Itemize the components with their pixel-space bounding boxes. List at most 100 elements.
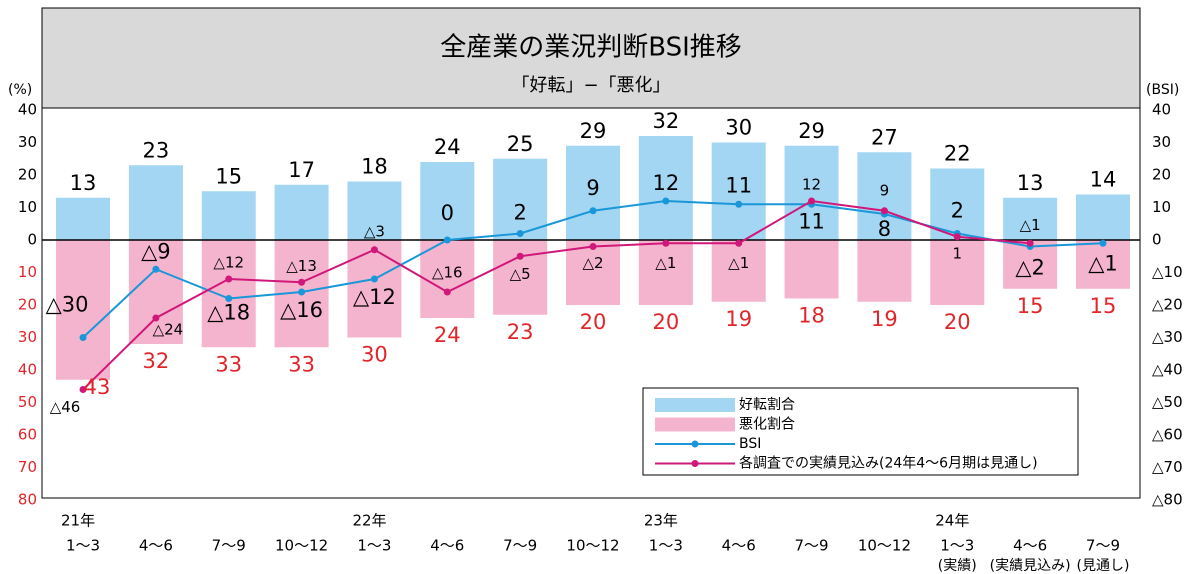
line-value-label: △16 [280,298,323,322]
bar-value-label: 19 [871,307,898,331]
line-value-label: △30 [46,293,89,317]
line-point [152,314,160,322]
frame [41,7,1141,499]
bar [347,181,402,240]
bar-value-label: 20 [580,310,607,334]
bar-value-label: 17 [288,158,315,182]
line-point [79,386,87,393]
y-tick-label: 70 [18,458,37,476]
legend-label: 悪化割合 [739,416,795,433]
bar-value-label: 23 [143,138,170,162]
y-tick-label: 10 [18,263,37,281]
x-tick-label: 7〜9 [212,537,246,555]
bar-value-label: 29 [580,119,607,143]
line-point [79,334,87,341]
line-value-label: △1 [655,254,676,272]
y2-tick-label: 10 [1152,198,1171,216]
y2-tick-label: △20 [1152,296,1183,314]
line-value-label: 1 [952,244,962,262]
y2-tick-label: △80 [1152,491,1183,509]
x-tick-label: 1〜3 [66,537,100,555]
bar-value-label: 19 [725,307,752,331]
line-value-label: △1 [1088,251,1118,275]
line-value-label: △46 [50,398,81,416]
line-point [516,230,524,237]
line-value-label: △24 [153,321,184,339]
bar [930,240,985,305]
bar-value-label: 20 [944,310,971,334]
y-tick-label: 60 [18,426,37,444]
line-point [443,288,451,296]
legend-swatch [655,398,735,412]
x-tick-label: 7〜9 [503,537,537,555]
bar-value-label: 20 [652,310,679,334]
chart-subtitle: 「好転」−「悪化」 [511,75,670,96]
x-year-label: 22年 [352,512,386,530]
x-year-label: 24年 [935,512,969,530]
bar [711,240,766,302]
y-tick-label: 30 [18,133,37,151]
y-tick-label: 80 [18,491,37,509]
line-value-label: △12 [353,285,396,309]
bar [784,240,839,299]
line-series [79,197,1034,393]
y2-tick-label: 40 [1152,101,1171,119]
line-point [735,239,743,247]
y-tick-label: 0 [27,231,37,249]
line [82,199,1031,391]
x-tick-label: 1〜3 [940,537,974,555]
line-point [298,278,306,286]
bar-value-label: 13 [70,171,97,195]
x-tick-label: 4〜6 [430,537,464,555]
bar-value-label: 22 [944,142,971,166]
legend-swatch [655,417,735,432]
bar-value-label: 15 [1017,294,1044,318]
line-value-label: 2 [951,199,964,223]
x-tick-label: 7〜9 [795,537,829,555]
line-point [370,275,378,283]
line-value-label: 9 [586,176,599,200]
y2-tick-label: △10 [1152,263,1183,281]
y2-tick-label: △30 [1152,328,1183,346]
x-note-label: (実績) [938,558,977,574]
bar-value-label: 25 [507,132,534,156]
chart-title: 全産業の業況判断BSI推移 [440,33,742,63]
bar-value-label: 24 [434,135,461,159]
x-tick-label: 4〜6 [1013,537,1047,555]
legend-swatch-point [691,460,699,467]
bar-value-label: 14 [1090,168,1117,192]
y-tick-label: 40 [18,101,37,119]
line-point [953,233,961,241]
bar [1075,240,1130,289]
bar [56,240,111,380]
bar-value-label: 29 [798,119,825,143]
bar-value-label: 33 [288,352,315,376]
x-tick-label: 10〜12 [858,537,911,555]
bar-value-label: 33 [215,352,242,376]
bar-value-label: 30 [361,343,388,367]
x-year-label: 23年 [644,512,678,530]
line-value-label: 2 [513,201,526,225]
line-point [298,288,306,296]
bar [784,145,839,240]
line-point [589,243,597,250]
bar [857,240,912,302]
y-tick-label: 20 [18,166,37,184]
line-value-label: △5 [510,265,531,283]
legend-swatch-point [691,440,699,448]
y2-tick-label: △50 [1152,393,1183,411]
bar [201,191,256,240]
line-point [225,295,233,302]
y2-tick-label: 20 [1152,166,1171,184]
line-point [735,200,743,208]
line-point [370,246,378,254]
line-value-label: △1 [1020,216,1041,234]
line-value-label: 12 [802,176,821,194]
bar-value-label: 18 [361,155,388,179]
bar [566,145,620,240]
bar [201,240,256,348]
bar [566,240,620,305]
line-value-label: △9 [141,239,171,263]
legend-label: 好転割合 [739,396,795,413]
bar [420,240,475,318]
